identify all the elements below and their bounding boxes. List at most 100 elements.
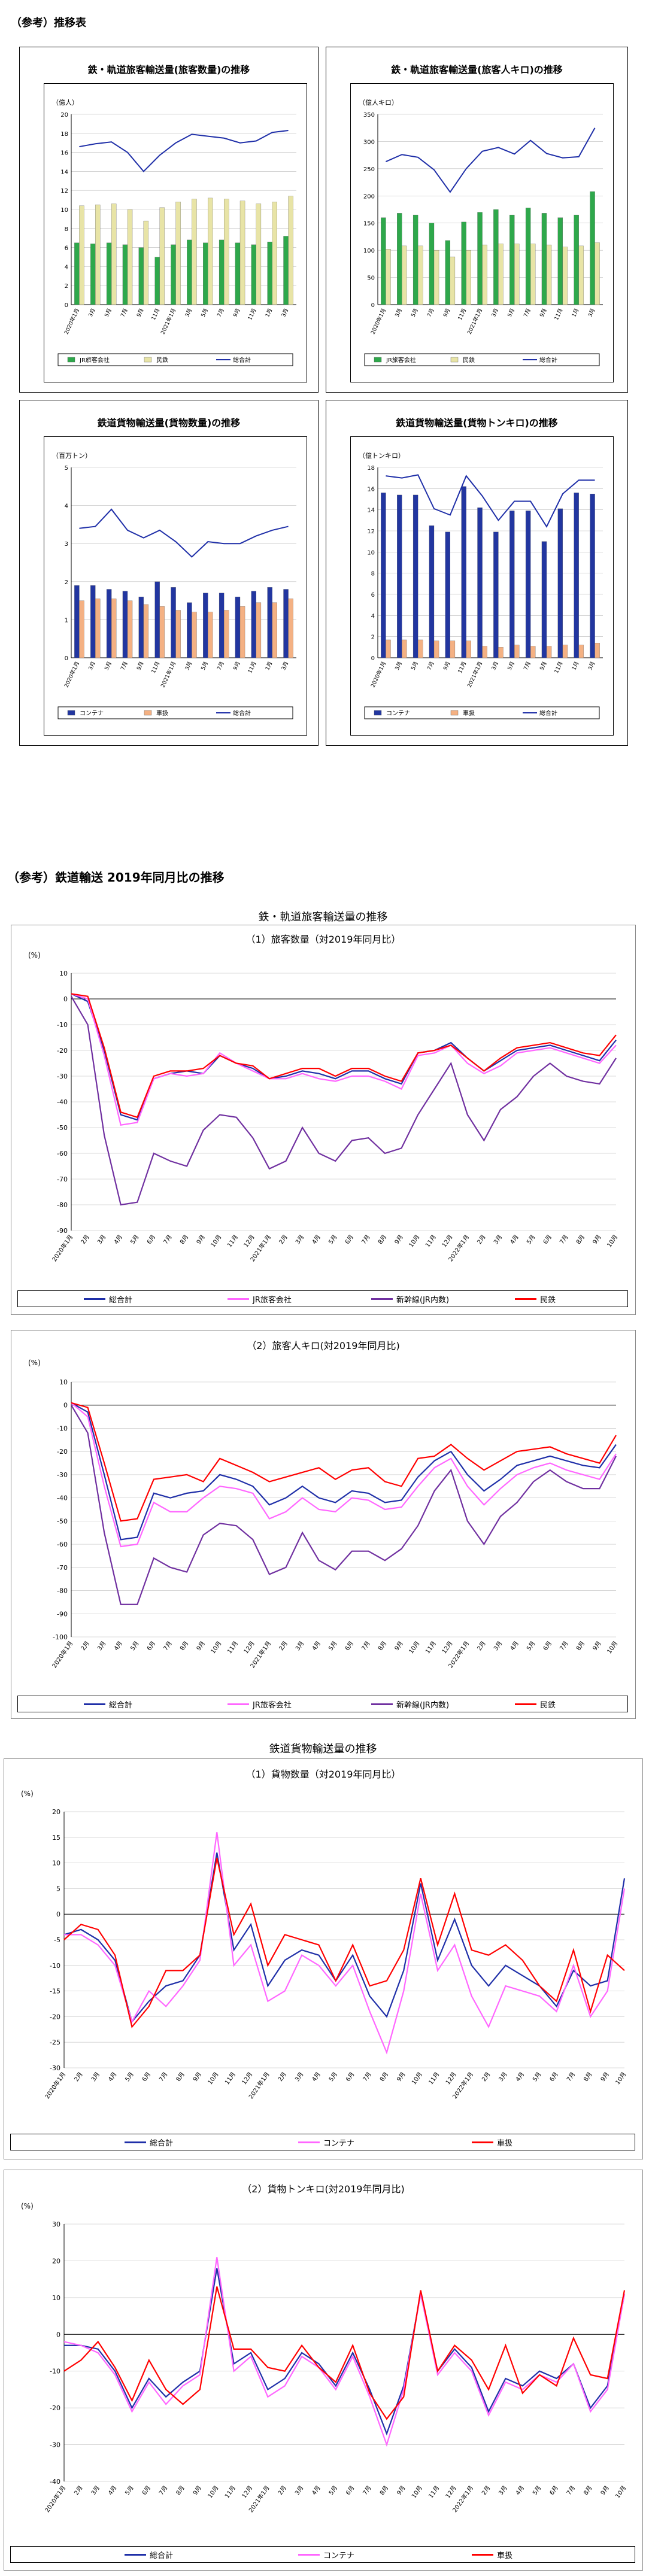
bar [122,244,128,305]
bar [175,202,181,305]
y-tick-label: -25 [50,2039,60,2046]
legend: 総合計 コンテナ 車扱 [10,2134,635,2150]
x-tick-label: 6月 [141,2071,152,2083]
chart-title: （2）旅客人キロ(対2019年同月比) [247,1340,400,1351]
line-swatch [298,2141,320,2143]
bar [143,604,149,658]
x-tick-label: 2月 [80,1640,91,1652]
y-tick-label: 18 [367,465,375,472]
legend-label: JR旅客会社 [79,356,110,364]
bar [272,602,277,658]
bar [90,585,96,658]
panel-passenger-count-ratio: （1）旅客数量（対2019年同月比） (%) 10 0 -10 -20 -30 -40 -50… [11,925,636,1315]
bar [525,511,531,658]
x-tick-label: 5月 [327,2071,339,2083]
x-tick-label: 2月 [278,1234,289,1246]
x-tick-label: 5月 [531,2071,542,2083]
x-tick-label: 5月 [327,2484,339,2496]
series-line [64,2268,626,2436]
y-tick-label: -30 [57,1073,68,1080]
bar [498,244,504,305]
x-tick-label: 10月 [408,1234,421,1249]
x-tick-label: 11月 [223,2071,237,2086]
x-tick-label: 9月 [396,2484,407,2496]
bar [578,645,584,658]
legend-label: 総合計 [233,709,251,717]
series-line-total [79,508,289,558]
bar [267,241,272,305]
x-tick-label: 2020年1月 [50,1639,74,1669]
legend-label: コンテナ [386,710,410,717]
x-tick-label: 12月 [241,2071,254,2086]
series-line [63,1857,625,2028]
x-tick-label: 11月 [424,1234,438,1249]
x-tick-label: 5月 [129,1234,141,1246]
bar [106,242,112,305]
legend-label: 総合計 [539,709,557,717]
y-tick-label: 12 [367,528,375,535]
x-tick-label: 10月 [614,2484,628,2500]
y-tick-label: 20 [52,1808,60,1816]
bar [171,244,176,305]
bar [562,247,568,305]
x-tick-label: 4月 [107,2484,118,2496]
x-tick-label: 8月 [175,2071,186,2083]
chart-title: 鉄・軌道旅客輸送量(旅客数量)の推移 [87,64,250,75]
bar [187,602,192,658]
bar [381,217,386,305]
panel-freight-tons: 鉄道貨物輸送量(貨物数量)の推移 （百万トン） 0 1 2 3 4 5 2020年1月 3月 5月… [19,400,319,746]
y-tick-label: 10 [52,2294,60,2302]
bar [159,207,165,305]
x-tick-label: 7月 [157,2484,169,2496]
series-line-total [79,130,289,172]
y-tick-label: -70 [57,1564,68,1572]
y-tick-label: -50 [57,1124,68,1132]
line-swatch [228,1703,249,1705]
x-tick-label: 6月 [344,2071,356,2083]
x-tick-label: 8月 [377,1640,388,1652]
x-tick-label: 7月 [362,2071,373,2083]
group-freight-title: 鉄道貨物輸送量の推移 [269,1743,377,1755]
bar [509,214,515,305]
x-tick-label: 7月 [157,2071,169,2083]
x-tick-label: 12月 [441,1640,454,1655]
bar [288,599,293,658]
x-tick-label: 4月 [311,2071,322,2083]
y-tick-label: -20 [57,1047,68,1055]
x-tick-label: 11月 [424,1640,438,1655]
legend-swatch [374,357,382,363]
legend-swatch [374,710,382,716]
x-tick-label: 3月 [498,2484,509,2496]
legend-label: 新幹線(JR内数) [396,1295,450,1305]
bar [223,610,229,658]
y-tick-label: -40 [57,1098,68,1106]
y-tick-label: -20 [50,2013,60,2021]
line-swatch [298,2553,320,2556]
bar [187,239,192,305]
x-tick-label: 6月 [141,2484,152,2496]
bar [417,639,423,658]
x-tick-label: 9月 [195,1640,207,1652]
x-tick-label: 9月 [192,2071,203,2083]
panel-freight-tons-ratio: （1）貨物数量（対2019年同月比） (%) 20 15 10 5 0 -5 -10 -15 -2… [4,1758,643,2159]
x-tick-label: 10月 [207,2071,220,2086]
bar [171,587,176,658]
bar [525,208,531,305]
x-tick-label: 8月 [378,2071,390,2083]
unit-label: (%) [28,1359,41,1367]
y-tick-label: 4 [65,264,68,271]
x-tick-label: 6月 [145,1234,157,1246]
x-tick-label: 10月 [207,2484,220,2500]
y-tick-label: 10 [59,1378,68,1386]
bar [251,591,257,658]
x-tick-label: 12月 [444,2484,458,2500]
y-tick-label: 0 [371,655,375,662]
x-tick-label: 4月 [311,2484,322,2496]
unit-label: (%) [28,951,41,959]
bar [192,199,197,305]
x-tick-label: 5月 [124,2484,135,2496]
bar [122,591,128,658]
